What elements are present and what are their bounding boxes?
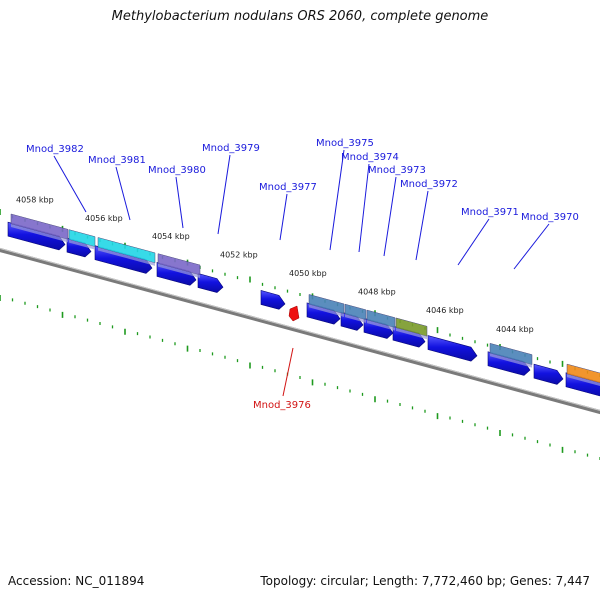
gene-label-leader [217,154,231,235]
gene-label-leader [53,155,87,213]
gene-label[interactable]: Mnod_3971 [461,207,519,218]
gene-label[interactable]: Mnod_3982 [26,144,84,155]
ruler-label: 4046 kbp [426,306,464,315]
annotation-block-shade [309,304,344,317]
gene-label[interactable]: Mnod_3977 [259,182,317,193]
cds-arrow[interactable] [197,273,224,293]
gene-label-leader [383,176,397,257]
gene-label[interactable]: Mnod_3980 [148,165,206,176]
ruler-label: 4052 kbp [220,250,258,259]
cds-arrow[interactable] [533,363,564,385]
gene-label-leader [415,190,429,261]
ruler-label: 4044 kbp [496,325,534,334]
gene-label[interactable]: Mnod_3974 [341,152,399,163]
gene-label-leader [513,223,550,270]
gene-label-leader [358,163,370,253]
selected-locus-marker[interactable] [288,305,300,322]
gene-label-leader [279,193,288,241]
gene-label[interactable]: Mnod_3976 [253,400,311,411]
genome-summary-text: Topology: circular; Length: 7,772,460 bp… [260,574,590,588]
gene-label-leader [329,149,345,251]
gene-label-leader [175,176,184,229]
gene-label[interactable]: Mnod_3970 [521,212,579,223]
annotation-block-shade [367,320,395,331]
gene-label[interactable]: Mnod_3981 [88,155,146,166]
gene-label-leader [457,218,490,266]
backbone-highlight [0,247,600,412]
gene-label[interactable]: Mnod_3975 [316,138,374,149]
annotation-block-shade [345,314,366,323]
ruler-label: 4054 kbp [152,232,190,241]
genome-backbone [0,247,600,415]
gene-label-leader [282,347,294,397]
gene-label-leader [115,166,131,221]
gene-label[interactable]: Mnod_3973 [368,165,426,176]
cds-arrow[interactable] [427,335,478,362]
annotation-block-shade [69,239,95,250]
gene-label[interactable]: Mnod_3979 [202,143,260,154]
genome-title: Methylobacterium nodulans ORS 2060, comp… [111,9,489,24]
ruler-label: 4048 kbp [358,288,396,297]
cds-arrow[interactable] [260,290,286,310]
ruler-label: 4056 kbp [85,214,123,223]
ruler-label: 4058 kbp [16,195,54,204]
annotation-block-shade [490,353,532,368]
annotation-block [566,363,600,384]
annotation-block-shade [158,263,200,278]
annotation-block-shade [396,327,427,340]
ruler-label: 4050 kbp [289,269,327,278]
accession-text: Accession: NC_011894 [8,574,145,588]
annotation-block-shade [11,223,68,243]
annotation-block-shade [98,247,155,266]
gene-label[interactable]: Mnod_3972 [400,179,458,190]
annotation-block-shade [567,374,600,386]
